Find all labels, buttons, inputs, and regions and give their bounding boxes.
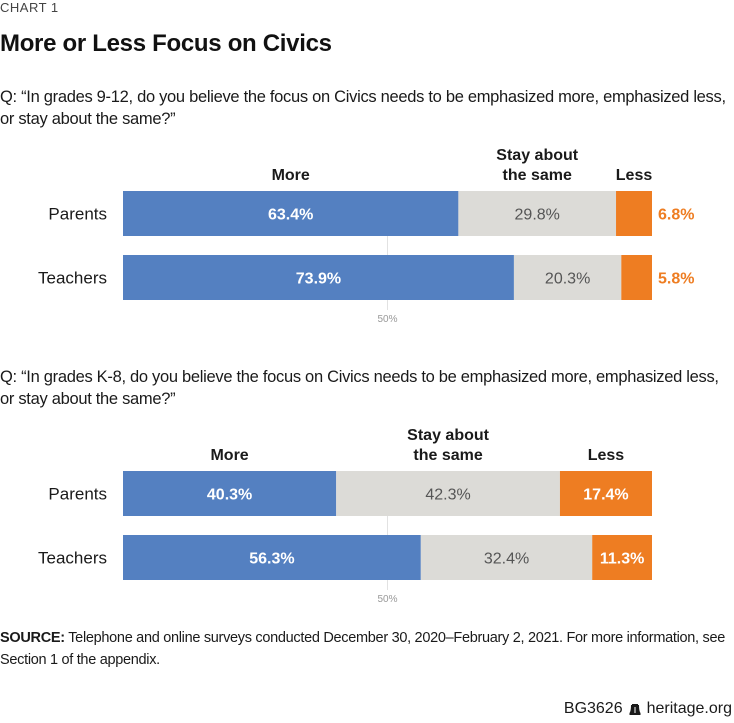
question-grades-9-12: Q: “In grades 9-12, do you believe the f…	[0, 88, 726, 128]
footer: BG3626 heritage.org	[564, 700, 732, 718]
bar-teachers-same	[513, 255, 622, 300]
data-label-teachers-more: 56.3%	[249, 551, 294, 568]
bar-teachers-same	[420, 535, 593, 580]
data-label-teachers-same: 32.4%	[484, 551, 529, 568]
bar-parents-less	[616, 191, 652, 236]
source-label: SOURCE:	[0, 630, 65, 646]
category-label-teachers: Teachers	[38, 549, 107, 568]
bar-teachers-less	[592, 535, 652, 580]
stacked-bar-chart-grades-k-8: 50% More Stay about the same Less Parents 40.3…	[38, 427, 652, 605]
bar-teachers-more	[123, 535, 421, 580]
bar-parents-same	[458, 191, 617, 236]
chart-kicker: CHART 1	[0, 0, 59, 15]
series-header-more: More	[272, 167, 310, 184]
series-header-less: Less	[616, 167, 653, 184]
report-code: BG3626	[563, 700, 623, 717]
reference-line-label: 50%	[377, 314, 397, 325]
category-label-parents: Parents	[48, 205, 107, 224]
series-header-same: Stay about the same	[496, 147, 578, 184]
series-header-same: Stay about the same	[407, 427, 489, 464]
series-header-less: Less	[588, 447, 625, 464]
data-label-parents-less: 17.4%	[583, 487, 628, 504]
data-label-teachers-same: 20.3%	[545, 271, 590, 288]
question-grades-k-8: Q: “In grades K-8, do you believe the fo…	[0, 368, 719, 408]
data-label-parents-less: 6.8%	[658, 207, 694, 224]
liberty-bell-icon	[629, 703, 641, 716]
series-header-more: More	[210, 447, 248, 464]
data-label-parents-more: 63.4%	[268, 207, 313, 224]
source-text: Telephone and online surveys conducted D…	[0, 630, 725, 668]
bar-parents-same	[336, 471, 560, 516]
chart-title: More or Less Focus on Civics	[0, 30, 332, 57]
bar-teachers-less	[621, 255, 652, 300]
bar-teachers-more	[123, 255, 514, 300]
source-note: SOURCE: Telephone and online surveys con…	[0, 627, 734, 671]
category-label-teachers: Teachers	[38, 269, 107, 288]
data-label-parents-same: 29.8%	[515, 207, 560, 224]
data-label-teachers-less: 11.3%	[600, 551, 644, 568]
bar-parents-more	[123, 471, 337, 516]
stacked-bar-chart-grades-9-12: 50% More Stay about the same Less Parents 63.4…	[38, 147, 694, 325]
data-label-teachers-less: 5.8%	[658, 271, 694, 288]
data-label-teachers-more: 73.9%	[296, 271, 341, 288]
data-label-parents-same: 42.3%	[425, 487, 470, 504]
category-label-parents: Parents	[48, 485, 107, 504]
bar-parents-less	[559, 471, 652, 516]
data-label-parents-more: 40.3%	[207, 487, 252, 504]
bar-parents-more	[123, 191, 459, 236]
website-link[interactable]: heritage.org	[646, 700, 732, 717]
reference-line-label: 50%	[377, 594, 397, 605]
